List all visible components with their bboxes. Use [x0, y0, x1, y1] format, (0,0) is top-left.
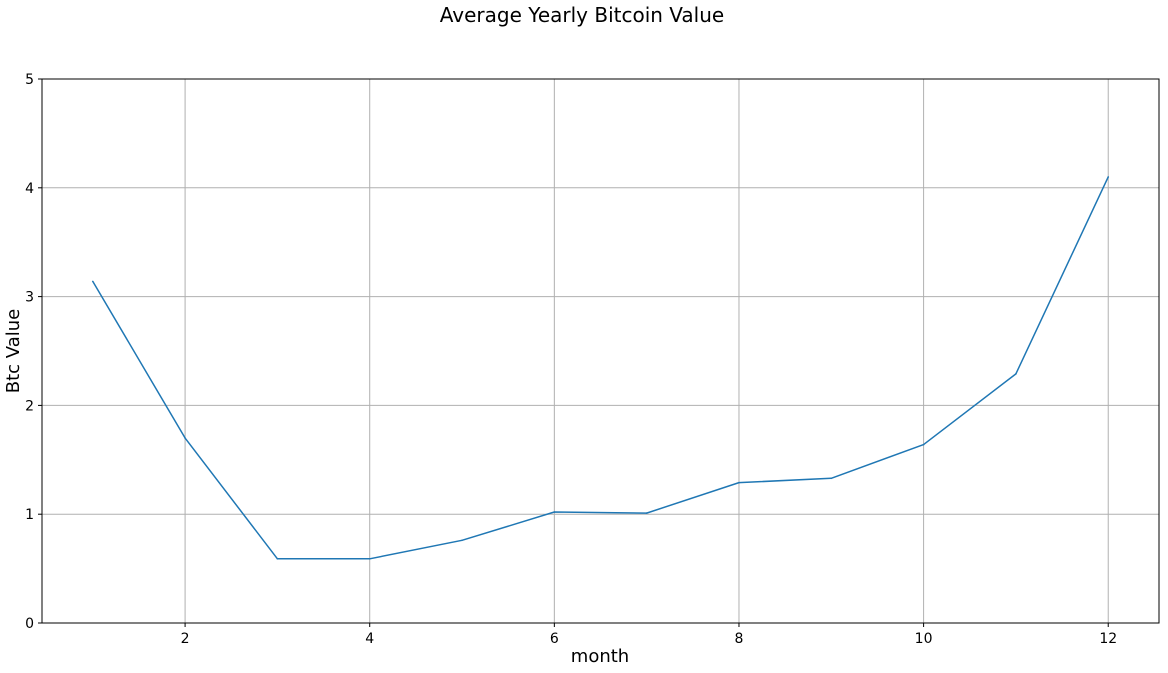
- y-tick-label: 1: [25, 507, 34, 523]
- y-tick-label: 2: [25, 398, 34, 414]
- series-line: [92, 176, 1109, 560]
- data-point: [368, 558, 371, 560]
- x-axis-label: month: [571, 646, 629, 667]
- x-tick-label: 10: [915, 631, 933, 647]
- data-point: [276, 558, 279, 560]
- data-point: [184, 437, 186, 439]
- data-point: [922, 443, 925, 446]
- grid: [42, 78, 1159, 624]
- x-tick-label: 4: [365, 631, 374, 647]
- chart-title: Average Yearly Bitcoin Value: [440, 3, 724, 27]
- data-point: [830, 477, 833, 480]
- x-tick-label: 2: [181, 631, 190, 647]
- x-tick-label: 8: [735, 631, 744, 647]
- y-axis-label: Btc Value: [3, 309, 24, 393]
- data-point: [91, 280, 94, 283]
- data-point: [738, 481, 740, 484]
- data-point: [1107, 176, 1110, 178]
- data-point: [645, 512, 648, 514]
- y-axis: 0 1 2 3 4 5: [25, 72, 42, 632]
- y-tick-label: 4: [25, 181, 34, 197]
- plot-area: [41, 78, 1160, 624]
- x-tick-label: 6: [550, 631, 559, 647]
- x-tick-label: 12: [1099, 631, 1117, 647]
- x-axis: 2 4 6 8 10 12: [181, 623, 1117, 647]
- y-tick-label: 0: [25, 616, 34, 632]
- y-tick-label: 5: [25, 72, 34, 88]
- series-layer: [91, 176, 1110, 560]
- data-point: [553, 511, 556, 513]
- data-point: [1015, 373, 1017, 375]
- y-tick-label: 3: [25, 290, 34, 306]
- data-point: [461, 539, 463, 542]
